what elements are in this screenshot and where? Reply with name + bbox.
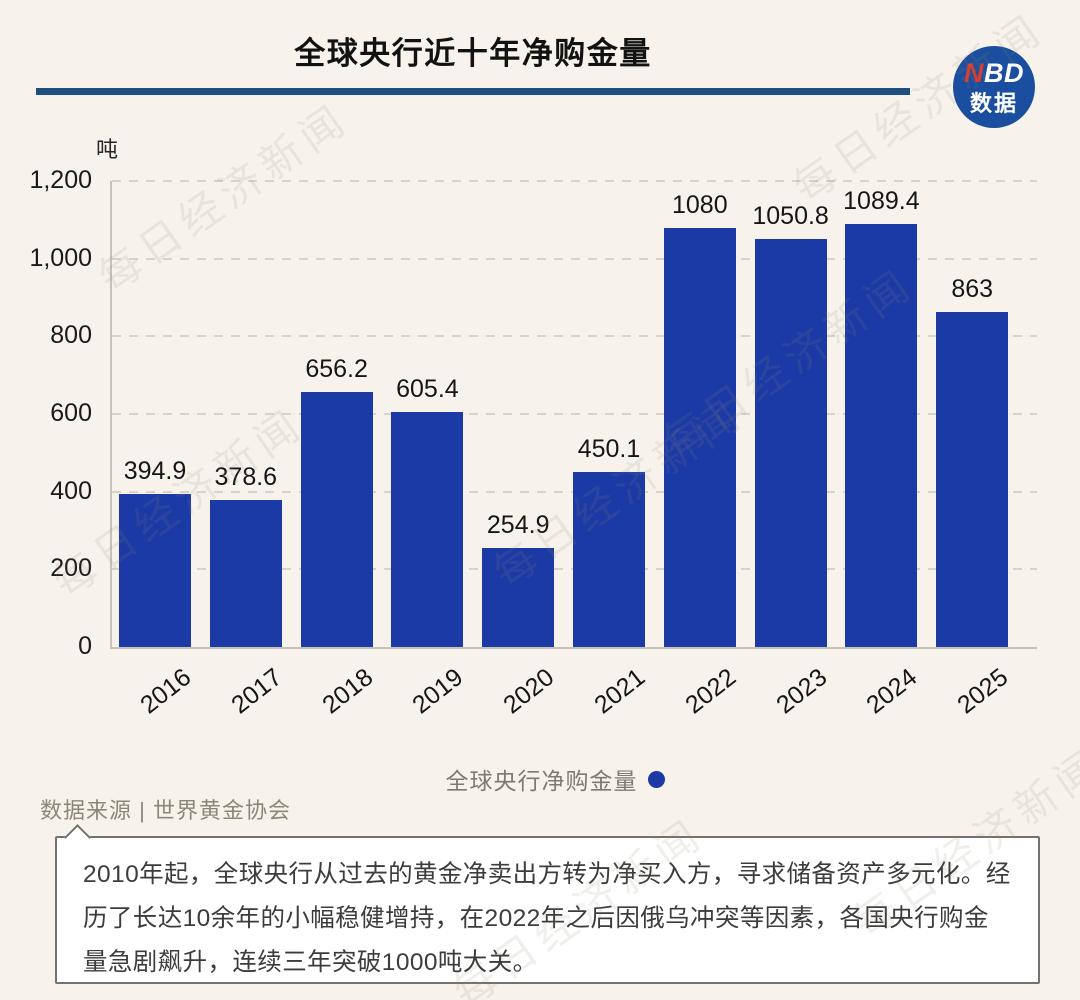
gridline: [112, 335, 1037, 338]
x-tick-label: 2016: [135, 663, 197, 720]
note-box-tail: [64, 824, 91, 851]
x-tick-label: 2019: [407, 663, 469, 720]
plot-area: 394.9 2016 378.6 2017 656.2 2018 605.4 2019 254.…: [110, 180, 1037, 719]
page-title: 全球央行近十年净购金量: [294, 36, 652, 71]
bar-value-label: 605.4: [396, 374, 459, 403]
x-tick-label: 2018: [316, 663, 378, 720]
bar-value-label: 1050.8: [752, 201, 829, 230]
x-tick-label: 2025: [952, 663, 1014, 720]
bar-chart: 394.9 2016 378.6 2017 656.2 2018 605.4 2019 254.…: [0, 166, 1080, 719]
bar-value-label: 254.9: [486, 511, 550, 539]
x-tick-label: 2022: [679, 663, 742, 720]
legend-label: 全球央行净购金量: [445, 768, 638, 794]
bar-2024: [845, 223, 918, 647]
legend-dot-icon: [647, 770, 665, 788]
gridline: [112, 257, 1037, 260]
note-box: 2010年起，全球央行从过去的黄金净卖出方转为净买入方，寻求储备资产多元化。经历…: [55, 824, 1040, 984]
y-tick-label: 0: [78, 632, 92, 660]
bar-value-label: 863: [951, 274, 994, 303]
bar-value-label: 394.9: [123, 456, 187, 485]
y-tick-label: 600: [50, 399, 92, 427]
bar-value-label: 378.6: [214, 462, 278, 491]
gridline: [112, 413, 1037, 415]
x-tick-label: 2024: [861, 663, 923, 720]
bar-value-label: 656.2: [305, 355, 368, 384]
x-tick-label: 2017: [225, 663, 288, 720]
bar-value-label: 450.1: [577, 435, 641, 464]
y-tick-label: 400: [50, 476, 92, 505]
bar-value-label: 1080: [671, 190, 728, 219]
bar-2019: [391, 411, 464, 647]
gridline: [112, 180, 1037, 182]
x-tick-label: 2023: [770, 663, 832, 720]
bar-2025: [936, 311, 1009, 647]
nbd-logo-subtitle: 数据: [969, 90, 1018, 116]
nbd-logo-wordmark: NBD: [964, 57, 1024, 88]
bar-2023: [754, 238, 827, 647]
y-tick-label: 800: [50, 321, 92, 350]
title-underline-rule: [36, 88, 910, 95]
bar-2017: [209, 499, 282, 647]
nbd-logo-letters-bd: BD: [984, 57, 1024, 88]
note-text: 2010年起，全球央行从过去的黄金净卖出方转为净买入方，寻求储备资产多元化。经历…: [83, 861, 1011, 976]
y-axis-unit-label: 吨: [96, 137, 119, 162]
y-tick-label: 1,000: [29, 243, 92, 272]
bar-2016: [119, 493, 191, 647]
bar-2018: [300, 392, 373, 647]
bar-2022: [663, 227, 736, 647]
y-tick-label: 200: [50, 554, 92, 583]
bar-2021: [573, 472, 645, 647]
chart-legend: 全球央行净购金量: [15, 762, 1080, 796]
bar-value-label: 1089.4: [843, 186, 920, 215]
nbd-logo-letter-n: N: [964, 57, 984, 88]
y-tick-label: 1,200: [29, 166, 92, 194]
nbd-logo: NBD 数据: [953, 46, 1035, 128]
x-tick-label: 2021: [589, 663, 651, 720]
data-source: 数据来源 | 世界黄金协会: [40, 798, 291, 823]
bar-2020: [482, 548, 555, 647]
x-tick-label: 2020: [498, 663, 560, 720]
